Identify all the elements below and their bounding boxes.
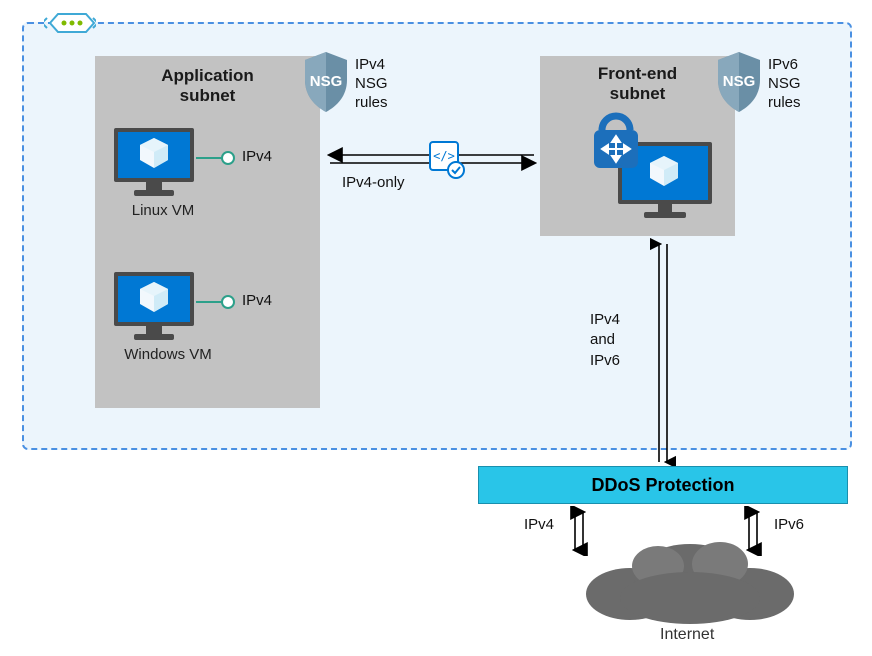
ipv6-arrow-label: IPv6	[774, 516, 804, 533]
link-fe-ddos-label: IPv4 and IPv6	[590, 310, 620, 371]
link-app-fe-label: IPv4-only	[342, 174, 405, 191]
link-fe-ddos-arrow	[650, 238, 676, 468]
vnet-tag-icon	[44, 10, 96, 36]
frontend-vm	[572, 112, 722, 230]
code-verify-icon: </>	[428, 140, 466, 180]
app-subnet-title: Application subnet	[95, 66, 320, 107]
vm-icon	[108, 268, 200, 344]
ipv4-arrow-label: IPv4	[524, 516, 554, 533]
internet-label: Internet	[660, 626, 714, 644]
fe-subnet-title: Front-end subnet	[540, 64, 735, 105]
internet-cloud-icon	[560, 528, 820, 626]
app-nsg-label: IPv4 NSG rules	[355, 56, 388, 112]
svg-text:NSG: NSG	[310, 73, 343, 90]
svg-text:NSG: NSG	[723, 73, 756, 90]
nic-icon	[196, 294, 236, 310]
linux-vm-nic-label: IPv4	[242, 148, 272, 165]
ddos-internet-arrow-ipv6	[740, 506, 766, 556]
nsg-shield-icon: NSG	[712, 50, 766, 114]
ddos-internet-arrow-ipv4	[566, 506, 592, 556]
windows-vm-label: Windows VM	[108, 346, 228, 363]
vm-icon	[108, 124, 200, 200]
nic-icon	[196, 150, 236, 166]
linux-vm: Linux VM	[108, 124, 218, 219]
windows-vm: Windows VM	[108, 268, 228, 363]
svg-text:</>: </>	[433, 149, 455, 163]
windows-vm-nic-label: IPv4	[242, 292, 272, 309]
linux-vm-label: Linux VM	[108, 202, 218, 219]
nsg-shield-icon: NSG	[299, 50, 353, 114]
fe-nsg-label: IPv6 NSG rules	[768, 56, 801, 112]
ddos-bar: DDoS Protection	[478, 466, 848, 504]
